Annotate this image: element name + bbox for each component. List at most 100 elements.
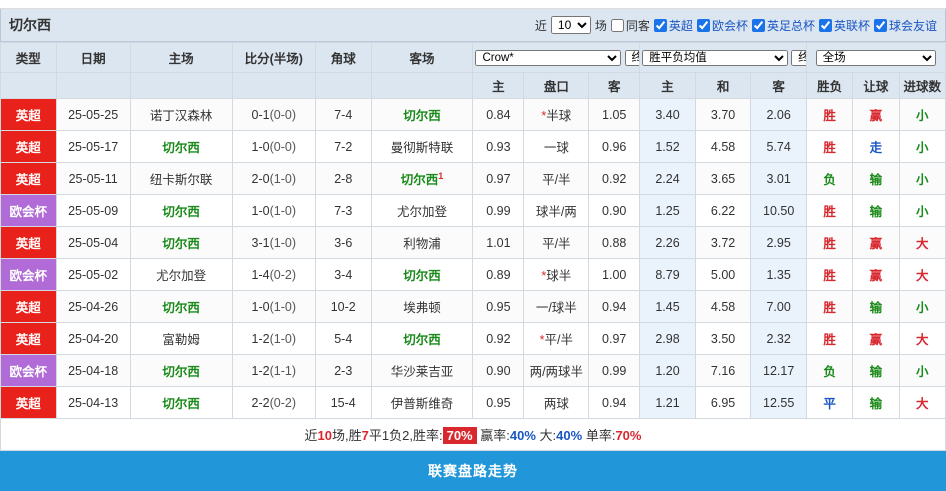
cell-handicap: 输 <box>853 355 899 387</box>
same-venue-checkbox-label[interactable]: 同客 <box>611 17 650 34</box>
col-header-corner: 角球 <box>315 43 371 73</box>
cell-avg-zhu: 1.25 <box>640 195 696 227</box>
cell-result: 胜 <box>806 131 852 163</box>
cell-corner: 10-2 <box>315 291 371 323</box>
table-row[interactable]: 英超 25-04-26 切尔西 1-0(1-0) 10-2 埃弗顿 0.95 一… <box>1 291 946 323</box>
cell-panko: 两球 <box>524 387 589 419</box>
cell-panko: 一球 <box>524 131 589 163</box>
cell-odds-home: 0.95 <box>473 291 524 323</box>
cell-type: 英超 <box>1 323 57 355</box>
col-header-score: 比分(半场) <box>232 43 315 73</box>
fulltime-select[interactable]: 全场 <box>816 50 937 66</box>
cell-home: 切尔西 <box>130 131 232 163</box>
cell-handicap: 赢 <box>853 99 899 131</box>
cell-away: 华沙莱吉亚 <box>371 355 473 387</box>
table-row[interactable]: 英超 25-05-17 切尔西 1-0(0-0) 7-2 曼彻斯特联 0.93 … <box>1 131 946 163</box>
cell-odds-home: 1.01 <box>473 227 524 259</box>
cell-away: 切尔西1 <box>371 163 473 195</box>
table-row[interactable]: 欧会杯 25-05-02 尤尔加登 1-4(0-2) 3-4 切尔西 0.89 … <box>1 259 946 291</box>
league-checkbox-4[interactable] <box>874 19 887 32</box>
cell-odds-home: 0.99 <box>473 195 524 227</box>
cell-handicap: 赢 <box>853 323 899 355</box>
cell-avg-ke: 5.74 <box>751 131 807 163</box>
col-header-date: 日期 <box>56 43 130 73</box>
cell-goals: 大 <box>899 259 945 291</box>
cell-avg-he: 6.22 <box>695 195 751 227</box>
recent-label: 近 <box>535 17 547 34</box>
cell-type: 英超 <box>1 163 57 195</box>
sub-header-he: 和 <box>695 73 751 99</box>
cell-avg-ke: 2.95 <box>751 227 807 259</box>
sub-header-rq: 让球 <box>853 73 899 99</box>
cell-type: 英超 <box>1 227 57 259</box>
cell-odds-home: 0.90 <box>473 355 524 387</box>
table-row[interactable]: 欧会杯 25-05-09 切尔西 1-0(1-0) 7-3 尤尔加登 0.99 … <box>1 195 946 227</box>
cell-handicap: 赢 <box>853 227 899 259</box>
cell-home: 切尔西 <box>130 355 232 387</box>
cell-goals: 小 <box>899 163 945 195</box>
cell-date: 25-05-09 <box>56 195 130 227</box>
cell-panko: *平/半 <box>524 323 589 355</box>
table-row[interactable]: 英超 25-05-11 纽卡斯尔联 2-0(1-0) 2-8 切尔西1 0.97… <box>1 163 946 195</box>
cell-avg-he: 3.70 <box>695 99 751 131</box>
odds-provider-select[interactable]: Crow* <box>475 50 621 66</box>
table-row[interactable]: 英超 25-05-25 诺丁汉森林 0-1(0-0) 7-4 切尔西 0.84 … <box>1 99 946 131</box>
header-bar: 切尔西 近 10 场 同客 英超 欧会杯 英足总杯 <box>0 9 946 42</box>
cell-odds-home: 0.95 <box>473 387 524 419</box>
avg-time-select[interactable]: 终 <box>791 50 806 66</box>
match-history-table: 类型 日期 主场 比分(半场) 角球 客场 Crow* 终 胜平负均值 <box>0 42 946 419</box>
cell-avg-ke: 2.32 <box>751 323 807 355</box>
league-checkbox-label-4[interactable]: 球会友谊 <box>874 17 937 34</box>
cell-home: 尤尔加登 <box>130 259 232 291</box>
col-header-home: 主场 <box>130 43 232 73</box>
app-root: 切尔西 近 10 场 同客 英超 欧会杯 英足总杯 <box>0 0 946 491</box>
league-checkbox-2[interactable] <box>752 19 765 32</box>
cell-odds-away: 0.97 <box>589 323 640 355</box>
league-checkbox-label-2[interactable]: 英足总杯 <box>752 17 815 34</box>
cell-avg-ke: 12.17 <box>751 355 807 387</box>
cell-odds-home: 0.93 <box>473 131 524 163</box>
league-checkbox-3[interactable] <box>819 19 832 32</box>
header-controls: 近 10 场 同客 英超 欧会杯 英足总杯 英联 <box>535 16 937 34</box>
recent-count-select[interactable]: 10 <box>551 16 591 34</box>
cell-avg-he: 3.50 <box>695 323 751 355</box>
cell-away: 埃弗顿 <box>371 291 473 323</box>
cell-goals: 小 <box>899 195 945 227</box>
league-checkbox-label-1[interactable]: 欧会杯 <box>697 17 748 34</box>
league-trend-banner[interactable]: 联赛盘路走势 <box>0 451 946 491</box>
league-checkbox-label-3[interactable]: 英联杯 <box>819 17 870 34</box>
table-row[interactable]: 英超 25-04-20 富勒姆 1-2(1-0) 5-4 切尔西 0.92 *平… <box>1 323 946 355</box>
cell-handicap: 走 <box>853 131 899 163</box>
table-row[interactable]: 英超 25-05-04 切尔西 3-1(1-0) 3-6 利物浦 1.01 平/… <box>1 227 946 259</box>
league-checkbox-1[interactable] <box>697 19 710 32</box>
avg-odds-select[interactable]: 胜平负均值 <box>642 50 788 66</box>
league-checkbox-label-0[interactable]: 英超 <box>654 17 693 34</box>
cell-avg-zhu: 8.79 <box>640 259 696 291</box>
table-row[interactable]: 英超 25-04-13 切尔西 2-2(0-2) 15-4 伊普斯维奇 0.95… <box>1 387 946 419</box>
odds-time-select[interactable]: 终 <box>625 50 640 66</box>
cell-score: 1-0(1-0) <box>232 291 315 323</box>
team-name: 切尔西 <box>9 15 51 35</box>
cell-result: 胜 <box>806 323 852 355</box>
cell-date: 25-04-18 <box>56 355 130 387</box>
cell-odds-away: 0.99 <box>589 355 640 387</box>
cell-type: 英超 <box>1 99 57 131</box>
cell-odds-home: 0.97 <box>473 163 524 195</box>
cell-corner: 3-6 <box>315 227 371 259</box>
cell-avg-zhu: 1.21 <box>640 387 696 419</box>
league-checkbox-0[interactable] <box>654 19 667 32</box>
table-row[interactable]: 欧会杯 25-04-18 切尔西 1-2(1-1) 2-3 华沙莱吉亚 0.90… <box>1 355 946 387</box>
cell-avg-he: 7.16 <box>695 355 751 387</box>
cell-score: 1-0(0-0) <box>232 131 315 163</box>
cell-goals: 小 <box>899 291 945 323</box>
cell-date: 25-05-25 <box>56 99 130 131</box>
cell-corner: 7-4 <box>315 99 371 131</box>
cell-odds-away: 0.88 <box>589 227 640 259</box>
same-venue-checkbox[interactable] <box>611 19 624 32</box>
cell-avg-zhu: 1.45 <box>640 291 696 323</box>
cell-avg-zhu: 1.20 <box>640 355 696 387</box>
cell-away: 切尔西 <box>371 259 473 291</box>
cell-score: 1-2(1-0) <box>232 323 315 355</box>
sub-header-ke1: 客 <box>589 73 640 99</box>
cell-odds-away: 0.90 <box>589 195 640 227</box>
